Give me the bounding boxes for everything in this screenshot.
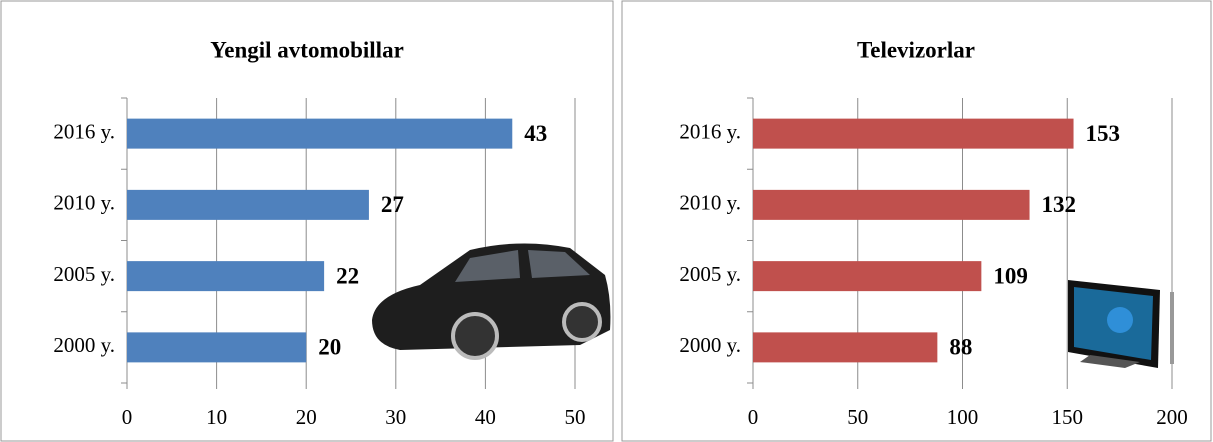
chart-title: Yengil avtomobillar	[210, 37, 404, 62]
value-label: 43	[524, 121, 547, 146]
y-tick-label: 2010 y.	[679, 191, 741, 215]
x-tick-label: 20	[296, 405, 317, 429]
x-tick-label: 100	[947, 405, 979, 429]
page: Yengil avtomobillar 0 10 20 30 40 50 2000 y. 20 2…	[0, 0, 1213, 442]
x-tick-label: 40	[475, 405, 496, 429]
bar	[753, 190, 1030, 220]
chart-title: Televizorlar	[857, 37, 975, 62]
bar	[127, 261, 324, 291]
y-tick-label: 2000 y.	[53, 333, 115, 357]
value-label: 20	[318, 335, 341, 360]
x-tick-label: 0	[748, 405, 759, 429]
x-tick-label: 150	[1052, 405, 1084, 429]
bar	[127, 190, 369, 220]
x-tick-label: 30	[385, 405, 406, 429]
y-tick-label: 2005 y.	[679, 262, 741, 286]
bar	[753, 261, 981, 291]
y-tick-label: 2010 y.	[53, 191, 115, 215]
x-tick-label: 50	[565, 405, 586, 429]
x-tick-label: 0	[122, 405, 133, 429]
bar	[753, 332, 937, 362]
y-tick-label: 2016 y.	[53, 119, 115, 143]
x-tick-label: 10	[206, 405, 227, 429]
bar	[127, 332, 306, 362]
value-label: 132	[1042, 192, 1077, 217]
y-tick-label: 2016 y.	[679, 119, 741, 143]
bar	[753, 119, 1074, 149]
x-tick-label: 200	[1156, 405, 1188, 429]
bar	[127, 119, 512, 149]
panel-border	[622, 1, 1211, 441]
y-tick-label: 2005 y.	[53, 262, 115, 286]
value-label: 109	[993, 263, 1028, 288]
value-label: 27	[381, 192, 404, 217]
tv-image	[1068, 280, 1174, 368]
value-label: 88	[949, 335, 972, 360]
y-tick-label: 2000 y.	[679, 333, 741, 357]
panel-border	[1, 1, 613, 441]
x-tick-label: 50	[847, 405, 868, 429]
value-label: 153	[1086, 121, 1121, 146]
value-label: 22	[336, 263, 359, 288]
